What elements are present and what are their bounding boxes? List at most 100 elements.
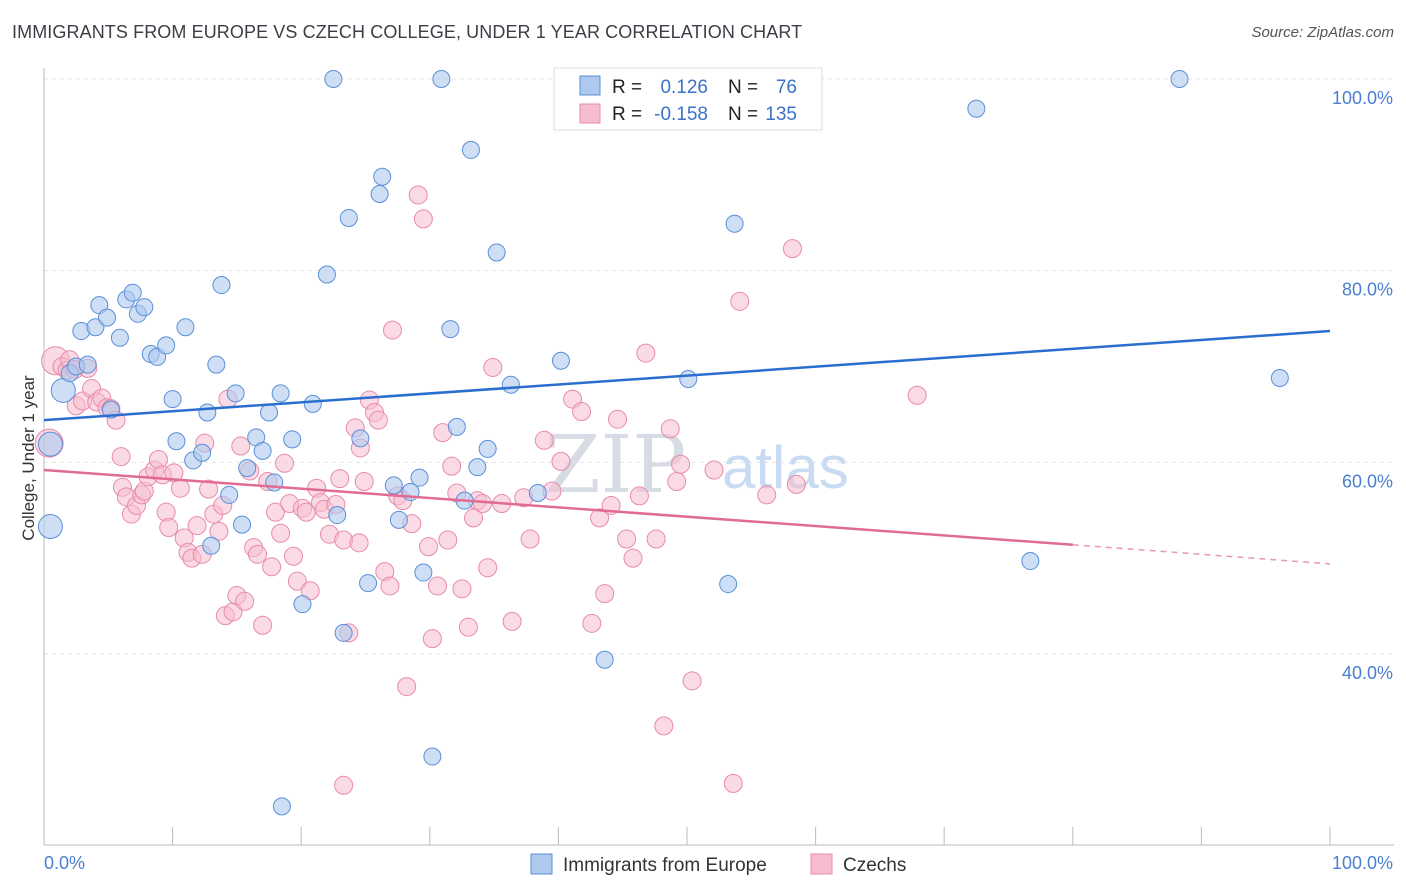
- data-point-czechs: [422, 629, 442, 649]
- data-point-immigrants-from-europe: [328, 506, 347, 525]
- data-point-czechs: [452, 579, 472, 599]
- data-point-czechs: [595, 584, 615, 604]
- data-point-czechs: [458, 617, 478, 637]
- data-point-immigrants-from-europe: [334, 623, 353, 642]
- data-point-czechs: [572, 402, 592, 422]
- data-point-immigrants-from-europe: [725, 214, 744, 233]
- legend-r-value-blue: 0.126: [660, 77, 708, 98]
- legend-n-label-pink: N =: [728, 104, 758, 125]
- data-point-immigrants-from-europe: [37, 514, 63, 540]
- data-point-czechs: [408, 185, 428, 205]
- data-point-immigrants-from-europe: [551, 351, 570, 370]
- data-point-czechs: [368, 410, 388, 430]
- data-point-immigrants-from-europe: [98, 308, 117, 327]
- data-point-czechs: [608, 409, 628, 429]
- data-point-immigrants-from-europe: [260, 403, 279, 422]
- data-point-immigrants-from-europe: [339, 208, 358, 227]
- data-point-immigrants-from-europe: [135, 298, 154, 317]
- data-point-czechs: [170, 478, 190, 498]
- data-point-czechs: [262, 557, 282, 577]
- data-point-czechs: [757, 485, 777, 505]
- trend-line-czechs-extrapolated: [1072, 544, 1331, 565]
- bottom-legend-swatch-blue: [530, 853, 553, 875]
- data-point-immigrants-from-europe: [238, 459, 257, 478]
- data-point-immigrants-from-europe: [1270, 369, 1289, 387]
- data-point-czechs: [704, 460, 724, 480]
- data-point-czechs: [231, 436, 251, 456]
- data-point-czechs: [617, 529, 637, 549]
- watermark-atlas: atlas: [722, 434, 849, 501]
- data-point-czechs: [730, 291, 750, 311]
- data-point-czechs: [660, 419, 680, 439]
- gridlines: [44, 78, 1394, 655]
- data-point-immigrants-from-europe: [253, 441, 272, 460]
- data-point-czechs: [478, 558, 498, 578]
- data-point-czechs: [671, 454, 691, 474]
- data-point-immigrants-from-europe: [351, 429, 370, 448]
- bottom-legend-swatch-pink: [810, 853, 833, 875]
- data-point-czechs: [786, 474, 806, 494]
- data-point-immigrants-from-europe: [220, 485, 239, 504]
- legend-r-label-blue: R =: [612, 77, 642, 98]
- data-point-czechs: [349, 533, 369, 553]
- y-tick-label: 60.0%: [1342, 471, 1393, 491]
- data-point-immigrants-from-europe: [410, 468, 429, 487]
- data-point-immigrants-from-europe: [123, 283, 142, 302]
- data-point-immigrants-from-europe: [373, 167, 392, 186]
- y-tick-labels: 40.0% 60.0% 80.0% 100.0%: [1332, 88, 1393, 683]
- data-point-czechs: [274, 453, 294, 473]
- data-point-czechs: [383, 320, 403, 340]
- data-point-immigrants-from-europe: [202, 536, 221, 555]
- data-point-immigrants-from-europe: [283, 430, 302, 449]
- trend-line-czechs: [43, 468, 1073, 546]
- data-point-immigrants-from-europe: [317, 265, 336, 284]
- data-point-czechs: [520, 529, 540, 549]
- data-point-immigrants-from-europe: [447, 417, 466, 436]
- y-tick-label: 100.0%: [1332, 88, 1393, 108]
- x-tick-label-max: 100.0%: [1332, 853, 1393, 873]
- data-point-czechs: [209, 521, 229, 541]
- legend-n-value-blue: 76: [776, 77, 797, 98]
- data-point-immigrants-from-europe: [487, 243, 506, 262]
- data-point-immigrants-from-europe: [303, 394, 322, 413]
- trend-lines: [43, 329, 1331, 565]
- data-point-immigrants-from-europe: [176, 318, 195, 337]
- data-point-czechs: [111, 447, 131, 467]
- data-point-immigrants-from-europe: [967, 99, 986, 118]
- data-point-immigrants-from-europe: [226, 384, 245, 403]
- data-point-czechs: [380, 576, 400, 596]
- data-point-czechs: [623, 548, 643, 568]
- data-point-immigrants-from-europe: [389, 510, 408, 529]
- data-point-czechs: [413, 209, 433, 229]
- data-point-immigrants-from-europe: [528, 484, 547, 502]
- data-point-czechs: [502, 611, 522, 631]
- bottom-legend-label-pink: Czechs: [843, 855, 906, 876]
- x-tick-label-min: 0.0%: [44, 853, 85, 873]
- data-point-immigrants-from-europe: [441, 320, 460, 339]
- data-point-immigrants-from-europe: [370, 185, 389, 203]
- data-point-immigrants-from-europe: [478, 439, 497, 458]
- data-point-czechs: [723, 773, 743, 793]
- data-point-czechs: [334, 775, 354, 795]
- data-point-czechs: [265, 502, 285, 522]
- y-axis-label: College, Under 1 year: [19, 375, 38, 541]
- data-point-immigrants-from-europe: [193, 443, 212, 462]
- data-point-immigrants-from-europe: [233, 515, 252, 534]
- data-point-czechs: [654, 716, 674, 736]
- data-point-czechs: [438, 530, 458, 550]
- data-point-czechs: [551, 451, 571, 471]
- legend-swatch-blue: [579, 75, 601, 96]
- data-point-czechs: [330, 469, 350, 489]
- data-point-immigrants-from-europe: [207, 355, 226, 374]
- data-point-czechs: [235, 591, 255, 611]
- data-point-czechs: [354, 472, 374, 491]
- data-point-immigrants-from-europe: [324, 70, 343, 88]
- bottom-legend-label-blue: Immigrants from Europe: [563, 855, 767, 876]
- data-point-czechs: [419, 537, 439, 557]
- chart-title: IMMIGRANTS FROM EUROPE VS CZECH COLLEGE,…: [12, 22, 803, 42]
- data-point-czechs: [287, 571, 307, 591]
- data-point-immigrants-from-europe: [414, 563, 433, 582]
- data-point-czechs: [334, 530, 354, 550]
- data-point-immigrants-from-europe: [679, 369, 698, 388]
- data-point-czechs: [782, 239, 802, 259]
